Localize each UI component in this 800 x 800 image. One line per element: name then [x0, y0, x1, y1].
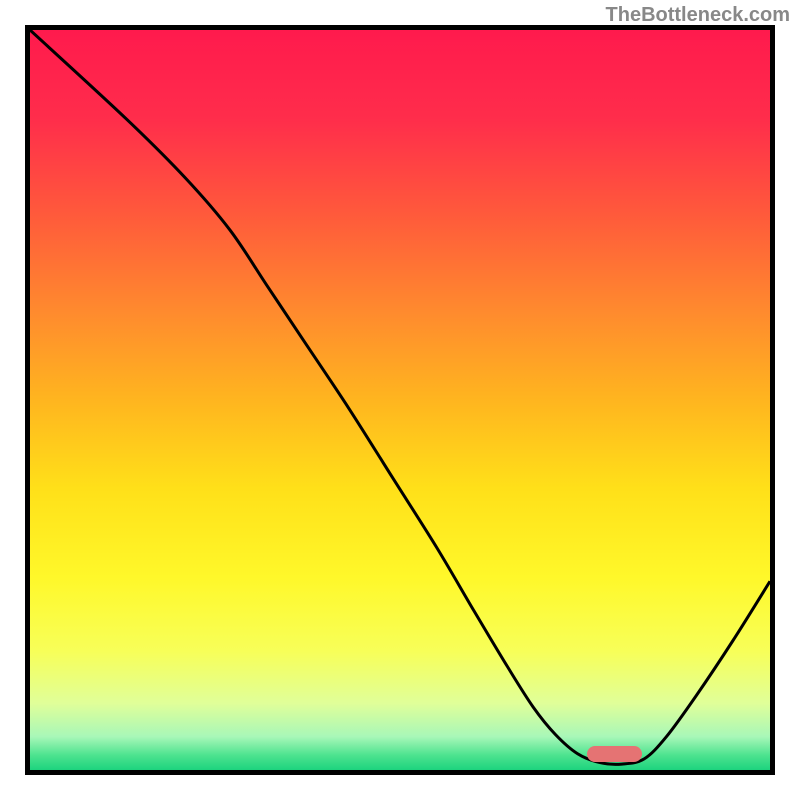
bottleneck-curve [30, 30, 770, 770]
chart-plot-area [25, 25, 775, 775]
watermark-text: TheBottleneck.com [606, 4, 790, 27]
optimal-marker [587, 746, 643, 762]
